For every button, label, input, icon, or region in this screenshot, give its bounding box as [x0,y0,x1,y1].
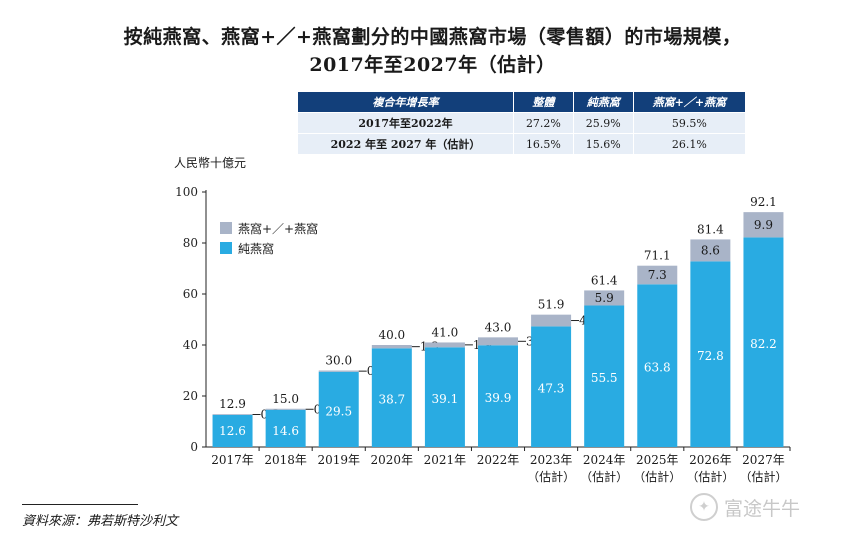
x-tick-label: 2024年 [583,453,626,467]
cagr-header-row: 複合年增長率 整體 純燕窩 燕窩+／+燕窩 [298,92,747,113]
data-label-pure: 63.8 [644,361,671,375]
data-label-total: 92.1 [750,195,777,209]
data-label-total: 40.0 [378,328,405,342]
bar-pure [690,261,731,447]
x-tick-label: 2025年 [636,453,679,467]
bar-pure [637,284,678,447]
data-label-total: 51.9 [538,298,565,312]
data-label-total: 12.9 [219,397,246,411]
data-label-pure: 39.1 [432,392,459,406]
legend-label: 純燕窩 [238,241,274,256]
x-tick-label: 2022年 [477,453,520,467]
cagr-header-cell: 複合年增長率 [298,92,514,113]
data-label-plus: 7.3 [648,268,667,282]
x-tick-label: （估計） [580,469,628,484]
cagr-cell: 26.1% [633,133,747,154]
x-tick-label: 2020年 [371,453,414,467]
cagr-cell: 25.9% [573,112,634,134]
bar-plus [318,370,359,372]
cagr-header-cell: 整體 [513,92,574,113]
cagr-cell: 59.5% [633,112,747,134]
y-axis-unit-label: 人民幣十億元 [174,156,247,170]
data-label-total: 15.0 [272,392,299,406]
x-tick-label: （估計） [686,469,734,484]
data-label-total: 81.4 [697,222,724,236]
bar-plus [371,345,412,349]
cagr-table: 複合年增長率 整體 純燕窩 燕窩+／+燕窩 2017年至2022年 27.2% … [298,92,747,154]
data-label-pure: 38.7 [378,393,405,407]
bar-plus [478,337,518,346]
y-tick-label: 0 [190,440,198,454]
bar-plus [212,414,253,415]
x-tick-label: 2023年 [530,453,573,467]
data-label-pure: 55.5 [591,371,618,385]
stacked-bar-chart: 02040608010012.60.312.92017年14.60.415.02… [175,185,791,484]
bar-pure [212,414,253,447]
x-tick-label: 2017年 [211,453,254,467]
y-tick-label: 20 [183,389,198,403]
y-tick-label: 80 [183,236,198,250]
source-divider [22,504,138,505]
bar-plus [584,290,625,306]
y-tick-label: 40 [183,338,198,352]
cagr-row: 2022 年至 2027 年（估計） 16.5% 15.6% 26.1% [298,133,747,154]
bar-plus [690,239,731,262]
futu-logo-icon: ✦ [690,493,718,521]
watermark-text: 富途牛牛 [724,497,801,520]
cagr-cell: 27.2% [513,112,574,134]
bar-pure [371,348,412,447]
cagr-header-cell: 燕窩+／+燕窩 [633,92,747,113]
chart-title-line2: 2017年至2027年（估計） [309,54,556,76]
data-label-pure: 39.9 [485,391,512,405]
bar-plus [531,314,572,327]
data-label-pure: 29.5 [325,404,352,418]
bar-pure [584,305,625,447]
bar-pure [318,371,359,447]
data-label-pure: 72.8 [697,349,724,363]
bar-plus [743,212,784,238]
legend-swatch [220,242,232,254]
cagr-row: 2017年至2022年 27.2% 25.9% 59.5% [298,112,747,134]
x-tick-label: （估計） [527,469,575,484]
data-label-plus: 9.9 [754,218,773,232]
data-label-plus: 5.9 [595,291,614,305]
bar-pure [743,237,784,447]
cagr-row-label: 2022 年至 2027 年（估計） [298,133,514,154]
data-label-plus: 8.6 [701,243,720,257]
bar-plus [424,342,465,348]
data-label-total: 30.0 [325,354,352,368]
x-tick-label: 2018年 [264,453,307,467]
y-tick-label: 60 [183,287,198,301]
source-note: 資料來源：弗若斯特沙利文 [22,514,179,529]
data-label-total: 43.0 [485,320,512,334]
cagr-cell: 15.6% [573,133,634,154]
x-tick-label: 2019年 [317,453,360,467]
x-tick-label: 2026年 [689,453,732,467]
cagr-row-label: 2017年至2022年 [298,112,514,134]
bar-plus [637,265,678,285]
data-label-pure: 12.6 [219,424,246,438]
bar-pure [531,326,572,447]
x-tick-label: （估計） [633,469,681,484]
y-tick-label: 100 [175,185,198,199]
x-tick-label: 2027年 [742,453,785,467]
bar-plus [265,408,306,410]
cagr-cell: 16.5% [513,133,574,154]
bar-pure [478,345,518,447]
cagr-header-cell: 純燕窩 [573,92,634,113]
bar-pure [265,409,306,447]
data-label-pure: 82.2 [750,337,777,351]
data-label-total: 41.0 [432,325,459,339]
legend-label: 燕窩+／+燕窩 [238,221,318,236]
bar-pure [424,347,465,447]
data-label-total: 61.4 [591,273,618,287]
x-tick-label: （估計） [739,469,787,484]
watermark: ✦ 富途牛牛 [690,493,800,521]
data-label-pure: 47.3 [538,382,565,396]
x-tick-label: 2021年 [424,453,467,467]
legend-swatch [220,222,232,234]
data-label-total: 71.1 [644,249,671,263]
data-label-pure: 14.6 [272,424,299,438]
chart-title-line1: 按純燕窩、燕窩+／+燕窩劃分的中國燕窩市場（零售額）的市場規模， [123,26,742,48]
